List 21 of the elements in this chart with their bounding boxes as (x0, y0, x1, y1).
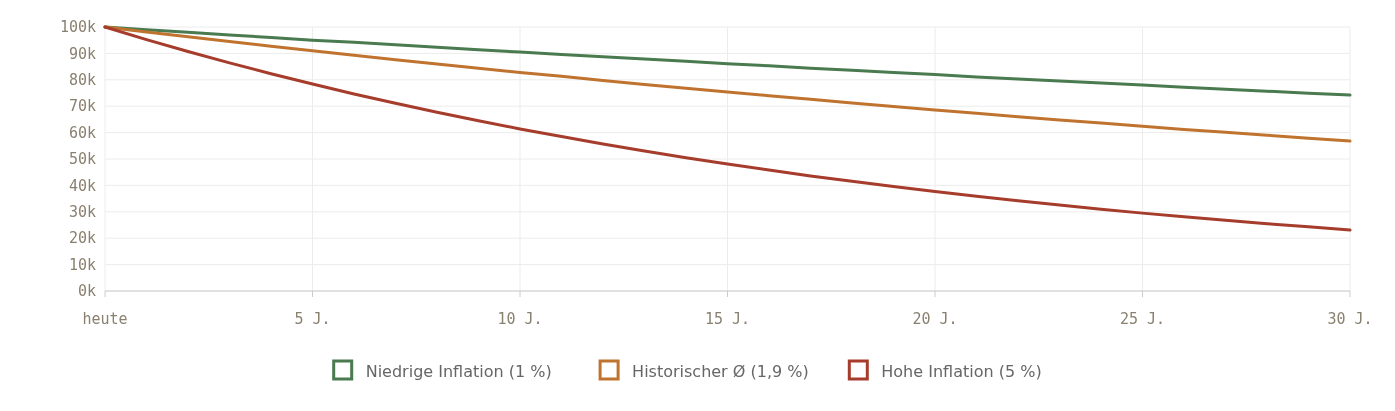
y-tick-label: 60k (68, 123, 96, 142)
y-tick-label: 70k (68, 97, 96, 116)
legend-label: Historischer Ø (1,9 %) (632, 361, 809, 381)
legend-label: Niedrige Inflation (1 %) (365, 361, 552, 381)
x-tick-label: 20 J. (912, 310, 958, 328)
x-tick-label: 10 J. (497, 310, 543, 328)
y-tick-label: 100k (59, 18, 96, 37)
y-tick-label: 50k (68, 150, 96, 169)
legend-label: Hohe Inflation (5 %) (881, 361, 1042, 381)
x-tick-label: 5 J. (294, 310, 331, 328)
y-tick-label: 40k (68, 176, 96, 195)
x-tick-label: 30 J. (1327, 310, 1373, 328)
y-tick-label: 30k (68, 203, 96, 222)
x-tick-label: 25 J. (1119, 310, 1166, 328)
x-tick-label: 15 J. (704, 310, 751, 328)
x-tick-label: heute (82, 310, 128, 328)
y-tick-label: 80k (68, 71, 96, 90)
y-tick-label: 0k (77, 282, 96, 301)
y-tick-label: 10k (68, 255, 96, 274)
y-tick-label: 20k (68, 229, 96, 248)
y-tick-label: 90k (68, 44, 96, 63)
